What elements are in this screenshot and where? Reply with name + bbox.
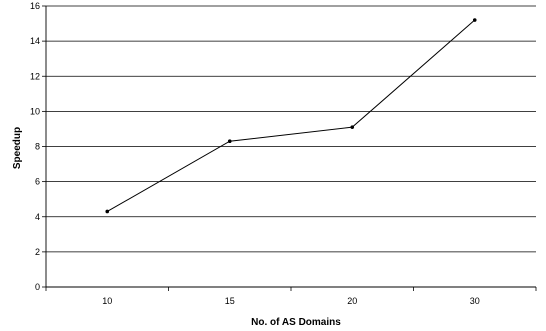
data-point-30 [472, 18, 477, 22]
y-tick-labels: 0 2 4 6 8 10 12 14 16 [30, 1, 40, 292]
y-tick-label-16: 16 [30, 1, 40, 11]
x-axis-label: No. of AS Domains [251, 317, 341, 328]
y-tick-label-8: 8 [35, 142, 40, 152]
y-tick-label-0: 0 [35, 282, 40, 292]
series-line-0 [107, 19, 476, 212]
data-point-10 [105, 209, 110, 214]
y-tick-label-12: 12 [30, 71, 40, 81]
axes [42, 5, 537, 291]
series-line [105, 18, 477, 214]
x-tick-label-30: 30 [470, 296, 480, 306]
y-tick-label-2: 2 [35, 247, 40, 257]
y-tick-label-6: 6 [35, 177, 40, 187]
x-tick-label-15: 15 [225, 296, 235, 306]
x-tick-label-20: 20 [347, 296, 357, 306]
gridlines [46, 5, 536, 253]
y-tick-label-4: 4 [35, 212, 40, 222]
data-point-20 [350, 125, 355, 129]
data-point-15 [227, 139, 232, 144]
y-axis-label: Speedup [12, 127, 23, 169]
x-tick-labels: 10 15 20 30 [102, 296, 480, 306]
y-tick-label-14: 14 [30, 36, 40, 46]
y-tick-label-10: 10 [30, 106, 40, 116]
x-tick-label-10: 10 [102, 296, 112, 306]
